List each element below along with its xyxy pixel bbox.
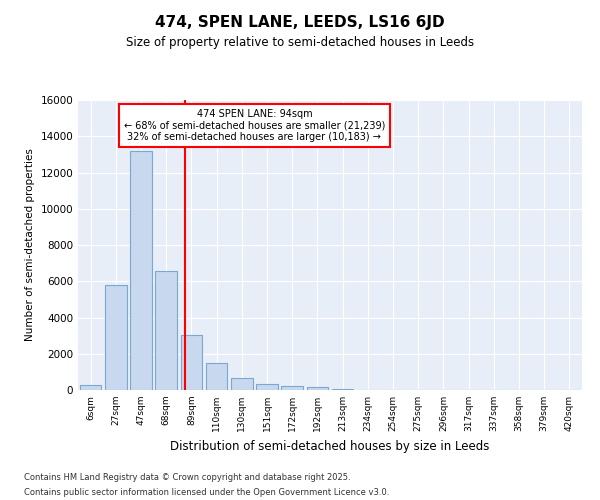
Bar [80, 384, 101, 390]
Text: 474 SPEN LANE: 94sqm
← 68% of semi-detached houses are smaller (21,239)
32% of s: 474 SPEN LANE: 94sqm ← 68% of semi-detac… [124, 108, 385, 142]
X-axis label: Distribution of semi-detached houses by size in Leeds: Distribution of semi-detached houses by … [170, 440, 490, 452]
Bar [256, 384, 278, 390]
Bar [281, 386, 303, 390]
Text: 474, SPEN LANE, LEEDS, LS16 6JD: 474, SPEN LANE, LEEDS, LS16 6JD [155, 15, 445, 30]
Bar [206, 363, 227, 390]
Y-axis label: Number of semi-detached properties: Number of semi-detached properties [25, 148, 35, 342]
Text: Contains public sector information licensed under the Open Government Licence v3: Contains public sector information licen… [24, 488, 389, 497]
Bar [332, 388, 353, 390]
Bar [181, 334, 202, 390]
Bar [231, 378, 253, 390]
Text: Contains HM Land Registry data © Crown copyright and database right 2025.: Contains HM Land Registry data © Crown c… [24, 473, 350, 482]
Bar [155, 272, 177, 390]
Bar [307, 388, 328, 390]
Bar [105, 285, 127, 390]
Text: Size of property relative to semi-detached houses in Leeds: Size of property relative to semi-detach… [126, 36, 474, 49]
Bar [130, 151, 152, 390]
